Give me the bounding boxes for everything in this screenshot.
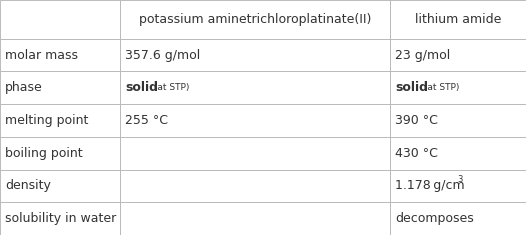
Text: 255 °C: 255 °C bbox=[125, 114, 168, 127]
Text: molar mass: molar mass bbox=[5, 49, 78, 62]
Bar bbox=[120, 0, 390, 39]
Bar bbox=[0, 137, 120, 170]
Text: solid: solid bbox=[395, 81, 428, 94]
Bar bbox=[120, 71, 390, 104]
Bar bbox=[120, 104, 390, 137]
Text: lithium amide: lithium amide bbox=[415, 13, 501, 26]
Bar bbox=[0, 104, 120, 137]
Bar bbox=[390, 137, 526, 170]
Text: (at STP): (at STP) bbox=[420, 83, 459, 92]
Text: 390 °C: 390 °C bbox=[395, 114, 438, 127]
Text: decomposes: decomposes bbox=[395, 212, 474, 225]
Bar bbox=[390, 104, 526, 137]
Text: melting point: melting point bbox=[5, 114, 89, 127]
Text: 357.6 g/mol: 357.6 g/mol bbox=[125, 49, 200, 62]
Text: solid: solid bbox=[125, 81, 158, 94]
Text: 3: 3 bbox=[457, 175, 463, 184]
Bar bbox=[0, 0, 120, 39]
Bar bbox=[390, 39, 526, 71]
Bar bbox=[120, 137, 390, 170]
Text: 430 °C: 430 °C bbox=[395, 147, 438, 160]
Bar bbox=[390, 0, 526, 39]
Text: density: density bbox=[5, 180, 51, 192]
Bar bbox=[120, 170, 390, 202]
Text: (at STP): (at STP) bbox=[150, 83, 189, 92]
Bar bbox=[120, 202, 390, 235]
Text: solubility in water: solubility in water bbox=[5, 212, 117, 225]
Bar bbox=[0, 39, 120, 71]
Text: 1.178 g/cm: 1.178 g/cm bbox=[395, 180, 465, 192]
Text: boiling point: boiling point bbox=[5, 147, 83, 160]
Text: potassium aminetrichloroplatinate(II): potassium aminetrichloroplatinate(II) bbox=[139, 13, 371, 26]
Bar bbox=[390, 71, 526, 104]
Bar bbox=[0, 170, 120, 202]
Text: phase: phase bbox=[5, 81, 43, 94]
Bar bbox=[0, 71, 120, 104]
Bar bbox=[390, 202, 526, 235]
Bar bbox=[390, 170, 526, 202]
Text: 23 g/mol: 23 g/mol bbox=[395, 49, 450, 62]
Bar bbox=[0, 202, 120, 235]
Bar bbox=[120, 39, 390, 71]
